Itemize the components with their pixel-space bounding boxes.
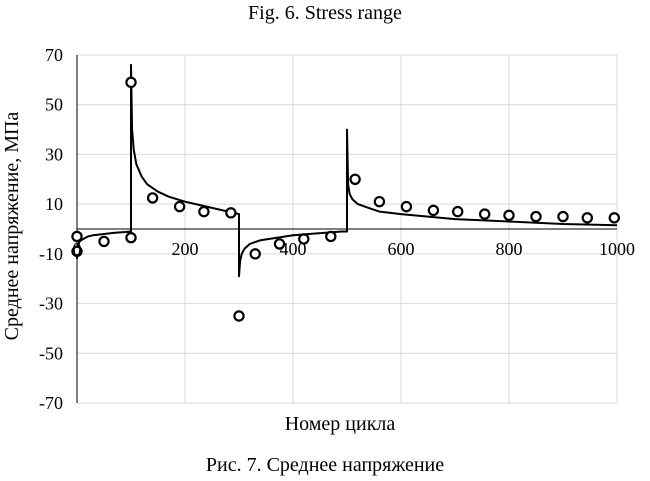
y-tick-label: -70	[39, 393, 63, 413]
x-axis-label: Номер цикла	[285, 413, 396, 435]
y-tick-label: 70	[45, 45, 63, 65]
data-point	[530, 210, 542, 223]
y-tick-label: -10	[39, 244, 63, 264]
data-point	[349, 173, 361, 185]
top-caption: Fig. 6. Stress range	[248, 2, 402, 24]
data-point	[325, 230, 337, 243]
y-tick-labels: 70 50 30 10 -10 -30 -50 -70	[39, 45, 63, 413]
data-point	[233, 310, 245, 322]
x-tick-label: 400	[280, 239, 307, 259]
series-line	[76, 63, 618, 278]
data-point	[98, 235, 110, 248]
y-tick-label: 10	[45, 194, 63, 214]
data-point	[71, 245, 83, 258]
data-point	[298, 233, 310, 245]
data-point	[581, 212, 594, 224]
bottom-caption: Рис. 7. Среднее напряжение	[205, 454, 445, 476]
y-tick-label: -30	[39, 294, 63, 314]
data-point	[146, 192, 159, 204]
x-tick-labels: 0 200 400 600 800 1000	[73, 239, 636, 259]
data-point	[273, 238, 286, 250]
data-point	[400, 200, 413, 213]
data-point	[225, 207, 237, 219]
y-tick-label: 50	[45, 95, 63, 115]
data-point	[452, 205, 464, 218]
y-tick-label: 30	[45, 144, 63, 164]
data-point	[373, 195, 386, 208]
data-point	[479, 208, 491, 220]
data-point	[125, 231, 137, 244]
x-tick-label: 600	[388, 239, 415, 259]
data-point	[427, 204, 440, 217]
data-point	[173, 200, 186, 213]
data-point	[608, 212, 621, 224]
data-point	[71, 230, 83, 243]
data-point	[249, 248, 261, 260]
x-tick-label: 800	[496, 239, 523, 259]
x-tick-label: 1000	[599, 239, 635, 259]
data-point	[125, 76, 137, 89]
data-point	[557, 210, 569, 223]
data-point	[503, 209, 515, 222]
y-tick-label: -50	[39, 343, 63, 363]
x-tick-label: 200	[172, 239, 199, 259]
plot-area	[71, 63, 621, 322]
data-point	[198, 205, 210, 218]
x-tick-label: 0	[73, 239, 82, 259]
y-axis-label: Среднее напряжение, МПа	[1, 112, 23, 341]
